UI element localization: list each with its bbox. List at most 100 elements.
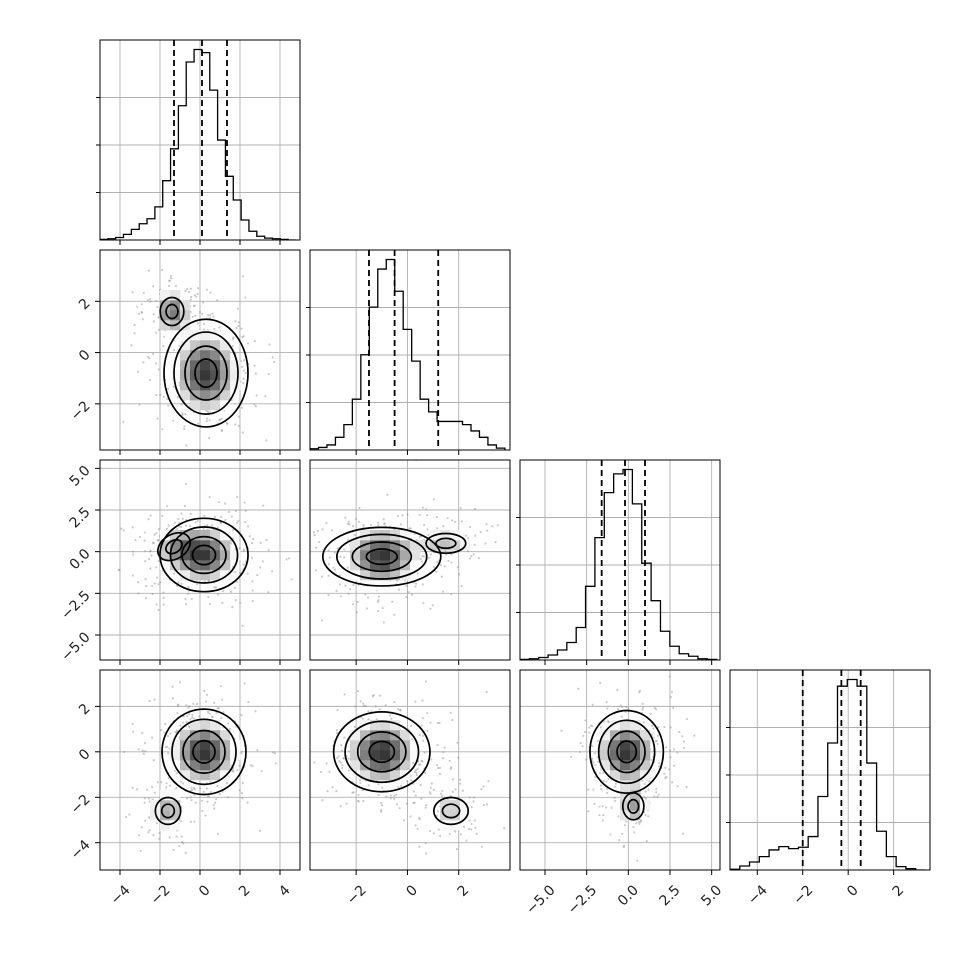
- sample-point: [410, 724, 413, 727]
- sample-point: [190, 597, 193, 601]
- sample-point: [213, 328, 216, 331]
- density-cell: [630, 800, 641, 811]
- axes-frame: [309, 669, 511, 871]
- density-cell: [610, 720, 621, 731]
- sample-point: [244, 371, 247, 374]
- sample-point: [470, 828, 473, 831]
- sample-point: [145, 584, 148, 588]
- sample-point: [128, 813, 131, 816]
- density-cell: [200, 730, 211, 741]
- sample-point: [348, 588, 352, 591]
- sample-point: [235, 495, 239, 499]
- sample-point: [685, 717, 689, 721]
- density-cell: [220, 760, 231, 771]
- sample-point: [347, 769, 350, 772]
- density-cell: [400, 550, 411, 561]
- sample-point: [156, 305, 159, 308]
- axes-frame: [309, 459, 511, 661]
- sample-point: [416, 768, 419, 771]
- sample-point: [251, 542, 254, 545]
- sample-point: [180, 820, 183, 823]
- sample-point: [151, 736, 154, 739]
- sample-point: [202, 527, 205, 531]
- sample-point: [165, 527, 169, 530]
- sample-point: [333, 568, 337, 571]
- x-tick-label: 2: [455, 882, 473, 900]
- sample-point: [139, 849, 142, 852]
- sample-point: [148, 816, 151, 819]
- sample-point: [656, 795, 659, 799]
- density-cell: [230, 360, 241, 371]
- sample-point: [671, 781, 674, 784]
- sample-point: [213, 515, 216, 519]
- sample-point: [393, 701, 396, 704]
- sample-point: [422, 524, 426, 527]
- density-cell: [210, 370, 221, 381]
- sample-point: [157, 528, 160, 531]
- sample-point: [325, 762, 328, 765]
- sample-point: [432, 565, 436, 569]
- density-cell: [180, 570, 191, 581]
- density-cell: [380, 730, 391, 741]
- sample-point: [157, 539, 160, 542]
- sample-point: [193, 293, 196, 297]
- density-cell: [450, 820, 461, 831]
- density-cell: [190, 380, 201, 391]
- sample-point: [356, 600, 359, 604]
- y-tick-label: −2.5: [58, 588, 93, 623]
- sample-point: [399, 708, 402, 711]
- sample-point: [369, 523, 373, 526]
- density-cell: [620, 750, 631, 761]
- density-cell: [380, 720, 391, 731]
- contour-line: [356, 731, 407, 773]
- sample-point: [157, 368, 160, 371]
- sample-point: [211, 312, 214, 315]
- sample-point: [175, 835, 178, 838]
- sample-point: [192, 304, 195, 308]
- sample-point: [405, 584, 408, 587]
- sample-point: [341, 764, 344, 767]
- x-tick-label: 0: [196, 882, 214, 900]
- sample-point: [159, 581, 162, 584]
- sample-point: [356, 799, 360, 802]
- x-tick-label: 0.0: [615, 882, 642, 909]
- sample-point: [436, 527, 439, 530]
- sample-point: [180, 525, 183, 528]
- sample-point: [332, 566, 335, 569]
- density-cell: [190, 720, 201, 731]
- sample-point: [405, 595, 408, 599]
- density-cell: [630, 810, 641, 821]
- sample-point: [124, 815, 128, 819]
- density-cell: [200, 550, 211, 561]
- sample-point: [638, 820, 641, 824]
- sample-point: [642, 706, 645, 709]
- sample-point: [207, 795, 211, 798]
- sample-point: [454, 788, 457, 791]
- sample-point: [594, 776, 597, 779]
- sample-point: [147, 831, 150, 834]
- density-cell: [200, 360, 211, 371]
- sample-point: [150, 554, 153, 557]
- sample-point: [321, 799, 324, 802]
- sample-point: [215, 711, 218, 714]
- sample-point: [193, 820, 196, 823]
- sample-point: [227, 722, 230, 725]
- sample-point: [262, 504, 265, 507]
- sample-point: [399, 523, 403, 526]
- sample-point: [621, 832, 624, 836]
- sample-point: [638, 689, 642, 692]
- sample-point: [384, 704, 387, 707]
- sample-point: [208, 419, 211, 422]
- sample-point: [177, 703, 180, 706]
- sample-point: [177, 517, 180, 521]
- density-cell: [420, 540, 431, 551]
- sample-point: [236, 768, 239, 772]
- density-cell: [390, 560, 401, 571]
- density-cell: [200, 770, 211, 781]
- sample-point: [362, 525, 365, 528]
- sample-point: [144, 577, 147, 581]
- sample-point: [605, 780, 608, 783]
- sample-point: [347, 592, 350, 595]
- sample-point: [357, 800, 360, 803]
- sample-point: [623, 824, 626, 827]
